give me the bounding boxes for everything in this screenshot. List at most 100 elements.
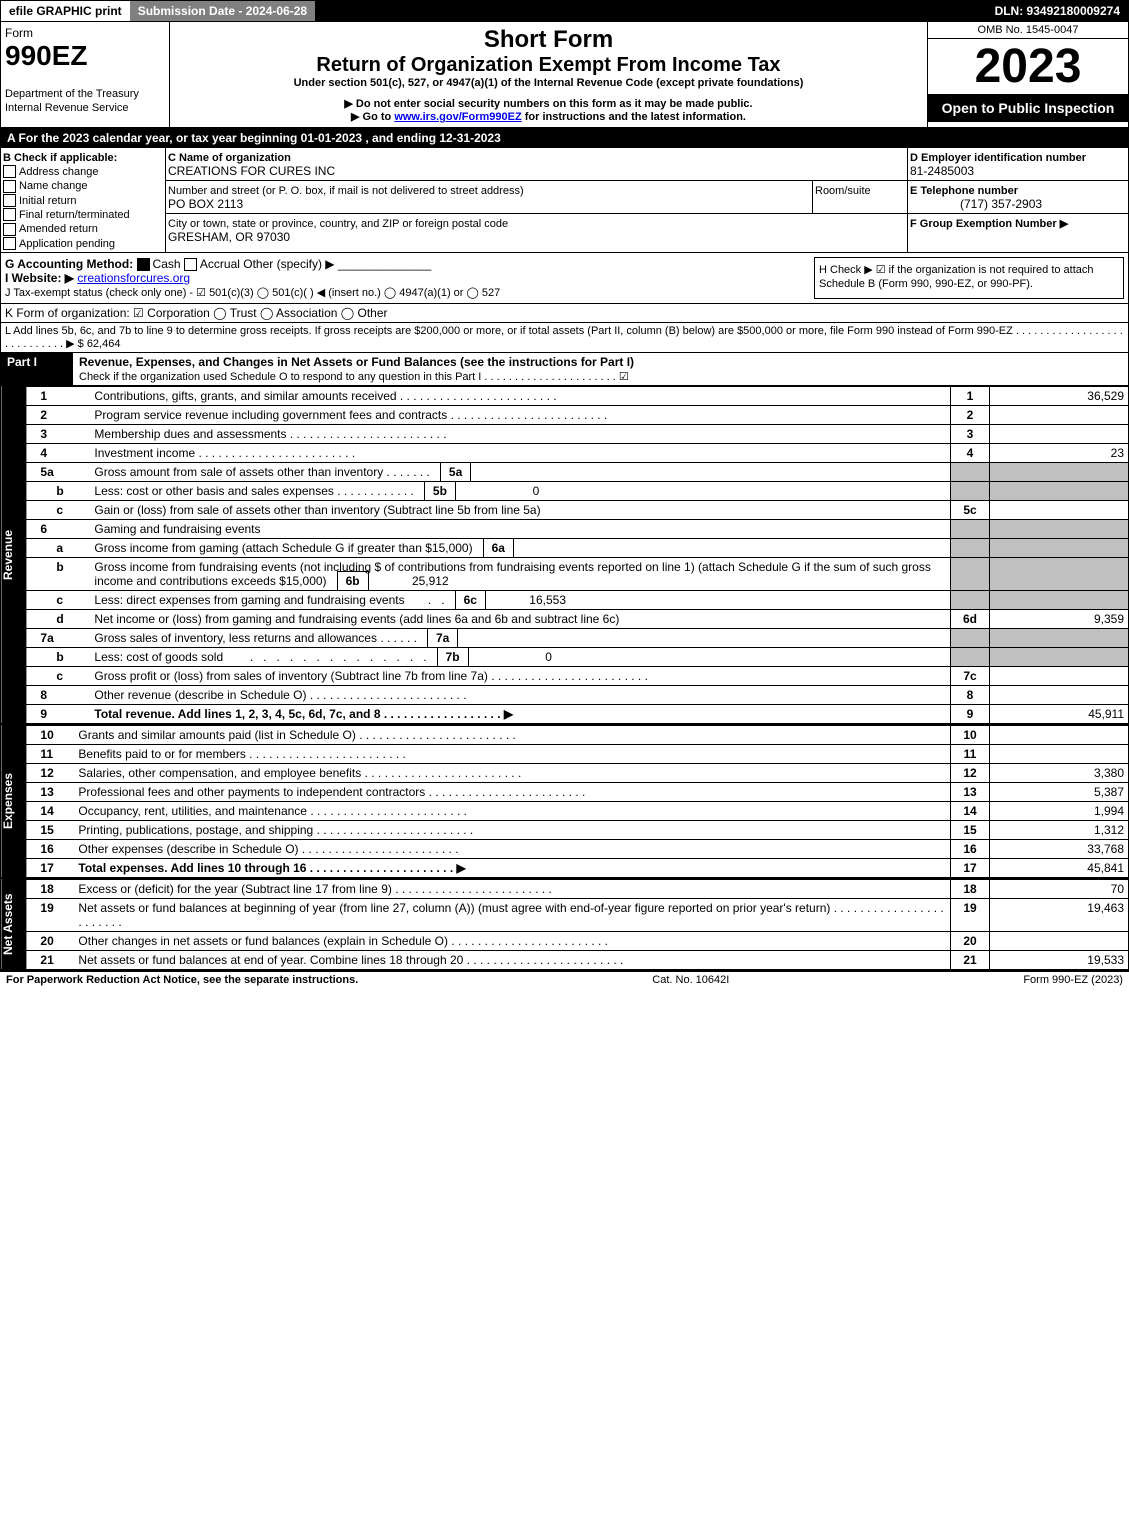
amt-1: 36,529 <box>990 387 1129 406</box>
website-link[interactable]: creationsforcures.org <box>77 271 190 285</box>
ln-17: 17 <box>26 859 74 878</box>
ln-3: 3 <box>26 425 90 444</box>
rn-1: 1 <box>951 387 990 406</box>
mid-6c: 6c <box>455 590 486 610</box>
form-number: 990EZ <box>5 40 88 71</box>
i-lbl: I Website: ▶ <box>5 271 74 285</box>
c-room-lbl: Room/suite <box>815 185 871 197</box>
goto-pre: ▶ Go to <box>351 111 394 123</box>
b-opt-2: Initial return <box>19 195 76 207</box>
mv-6c: 16,553 <box>529 593 566 607</box>
c-street-lbl: Number and street (or P. O. box, if mail… <box>168 185 524 197</box>
amt-12: 3,380 <box>990 764 1129 783</box>
ln-16: 16 <box>26 840 74 859</box>
rn-10: 10 <box>951 726 990 745</box>
f-lbl: F Group Exemption Number ▶ <box>910 218 1068 230</box>
check-amended-return[interactable] <box>3 223 16 236</box>
check-cash[interactable] <box>137 258 150 271</box>
form-label: Form <box>5 26 33 40</box>
check-application-pending[interactable] <box>3 237 16 250</box>
lt-6b: Gross income from fundraising events (no… <box>94 560 930 588</box>
lt-2: Program service revenue including govern… <box>90 406 950 425</box>
section-under: Under section 501(c), 527, or 4947(a)(1)… <box>174 77 923 89</box>
lt-6: Gaming and fundraising events <box>90 520 950 539</box>
rn-14: 14 <box>951 802 990 821</box>
ln-13: 13 <box>26 783 74 802</box>
mv-7b: 0 <box>545 650 552 664</box>
amt-8 <box>990 686 1129 705</box>
amt-18: 70 <box>990 880 1129 899</box>
submission-date: Submission Date - 2024-06-28 <box>130 1 315 21</box>
lt-4: Investment income <box>90 444 950 463</box>
org-street: PO BOX 2113 <box>168 197 243 211</box>
part1-label: Part I <box>1 353 73 385</box>
rn-21: 21 <box>951 951 990 970</box>
check-name-change[interactable] <box>3 180 16 193</box>
ln-7c: c <box>26 667 90 686</box>
lt-8: Other revenue (describe in Schedule O) <box>90 686 950 705</box>
amt-20 <box>990 932 1129 951</box>
ln-4: 4 <box>26 444 90 463</box>
ln-6c: c <box>26 591 90 610</box>
amt-10 <box>990 726 1129 745</box>
rn-6d: 6d <box>951 610 990 629</box>
ln-9: 9 <box>26 705 90 724</box>
dept-label: Department of the Treasury <box>5 88 139 100</box>
lt-20: Other changes in net assets or fund bala… <box>74 932 950 951</box>
b-opt-0: Address change <box>19 166 99 178</box>
rn-11: 11 <box>951 745 990 764</box>
line-l: L Add lines 5b, 6c, and 7b to line 9 to … <box>1 323 1128 353</box>
ln-8: 8 <box>26 686 90 705</box>
line-a: A For the 2023 calendar year, or tax yea… <box>1 129 1128 148</box>
box-b: B Check if applicable: Address change Na… <box>1 148 166 252</box>
omb-number: OMB No. 1545-0047 <box>928 22 1128 39</box>
lt-6c: Less: direct expenses from gaming and fu… <box>94 593 404 607</box>
goto-post: for instructions and the latest informat… <box>522 111 746 123</box>
lt-6a: Gross income from gaming (attach Schedul… <box>94 541 472 555</box>
mid-5b: 5b <box>424 481 456 501</box>
rn-9: 9 <box>951 705 990 724</box>
form-title: Short Form <box>174 26 923 54</box>
ln-11: 11 <box>26 745 74 764</box>
check-final-return[interactable] <box>3 208 16 221</box>
check-accrual[interactable] <box>184 258 197 271</box>
ln-7b: b <box>26 648 90 667</box>
section-expenses: Expenses <box>1 725 26 877</box>
mid-5a: 5a <box>440 462 471 482</box>
rn-8: 8 <box>951 686 990 705</box>
org-city: GRESHAM, OR 97030 <box>168 230 290 244</box>
part1-desc: Revenue, Expenses, and Changes in Net As… <box>79 355 634 369</box>
g-lbl: G Accounting Method: <box>5 257 133 271</box>
ln-5c: c <box>26 501 90 520</box>
check-initial-return[interactable] <box>3 194 16 207</box>
check-address-change[interactable] <box>3 165 16 178</box>
rn-4: 4 <box>951 444 990 463</box>
section-revenue: Revenue <box>1 386 26 723</box>
lt-1: Contributions, gifts, grants, and simila… <box>90 387 950 406</box>
ln-21: 21 <box>26 951 74 970</box>
amt-5c <box>990 501 1129 520</box>
ln-19: 19 <box>26 899 74 932</box>
rn-20: 20 <box>951 932 990 951</box>
lt-9: Total revenue. Add lines 1, 2, 3, 4, 5c,… <box>90 705 950 724</box>
lt-3: Membership dues and assessments <box>90 425 950 444</box>
rn-15: 15 <box>951 821 990 840</box>
goto-line: ▶ Go to www.irs.gov/Form990EZ for instru… <box>174 110 923 123</box>
mid-6b: 6b <box>337 571 369 591</box>
rn-5c: 5c <box>951 501 990 520</box>
mv-5b: 0 <box>533 484 540 498</box>
rn-13: 13 <box>951 783 990 802</box>
h-text: H Check ▶ ☑ if the organization is not r… <box>819 264 1094 290</box>
ln-14: 14 <box>26 802 74 821</box>
efile-link[interactable]: efile GRAPHIC print <box>1 1 130 21</box>
right-info: D Employer identification number81-24850… <box>908 148 1128 252</box>
dln: DLN: 93492180009274 <box>987 1 1128 21</box>
amt-13: 5,387 <box>990 783 1129 802</box>
lt-21: Net assets or fund balances at end of ye… <box>74 951 950 970</box>
b-opt-3: Final return/terminated <box>19 209 130 221</box>
ln-2: 2 <box>26 406 90 425</box>
ln-6b: b <box>26 558 90 591</box>
g-other: Other (specify) ▶ <box>243 257 334 271</box>
goto-link[interactable]: www.irs.gov/Form990EZ <box>394 111 521 123</box>
section-netassets: Net Assets <box>1 879 26 969</box>
